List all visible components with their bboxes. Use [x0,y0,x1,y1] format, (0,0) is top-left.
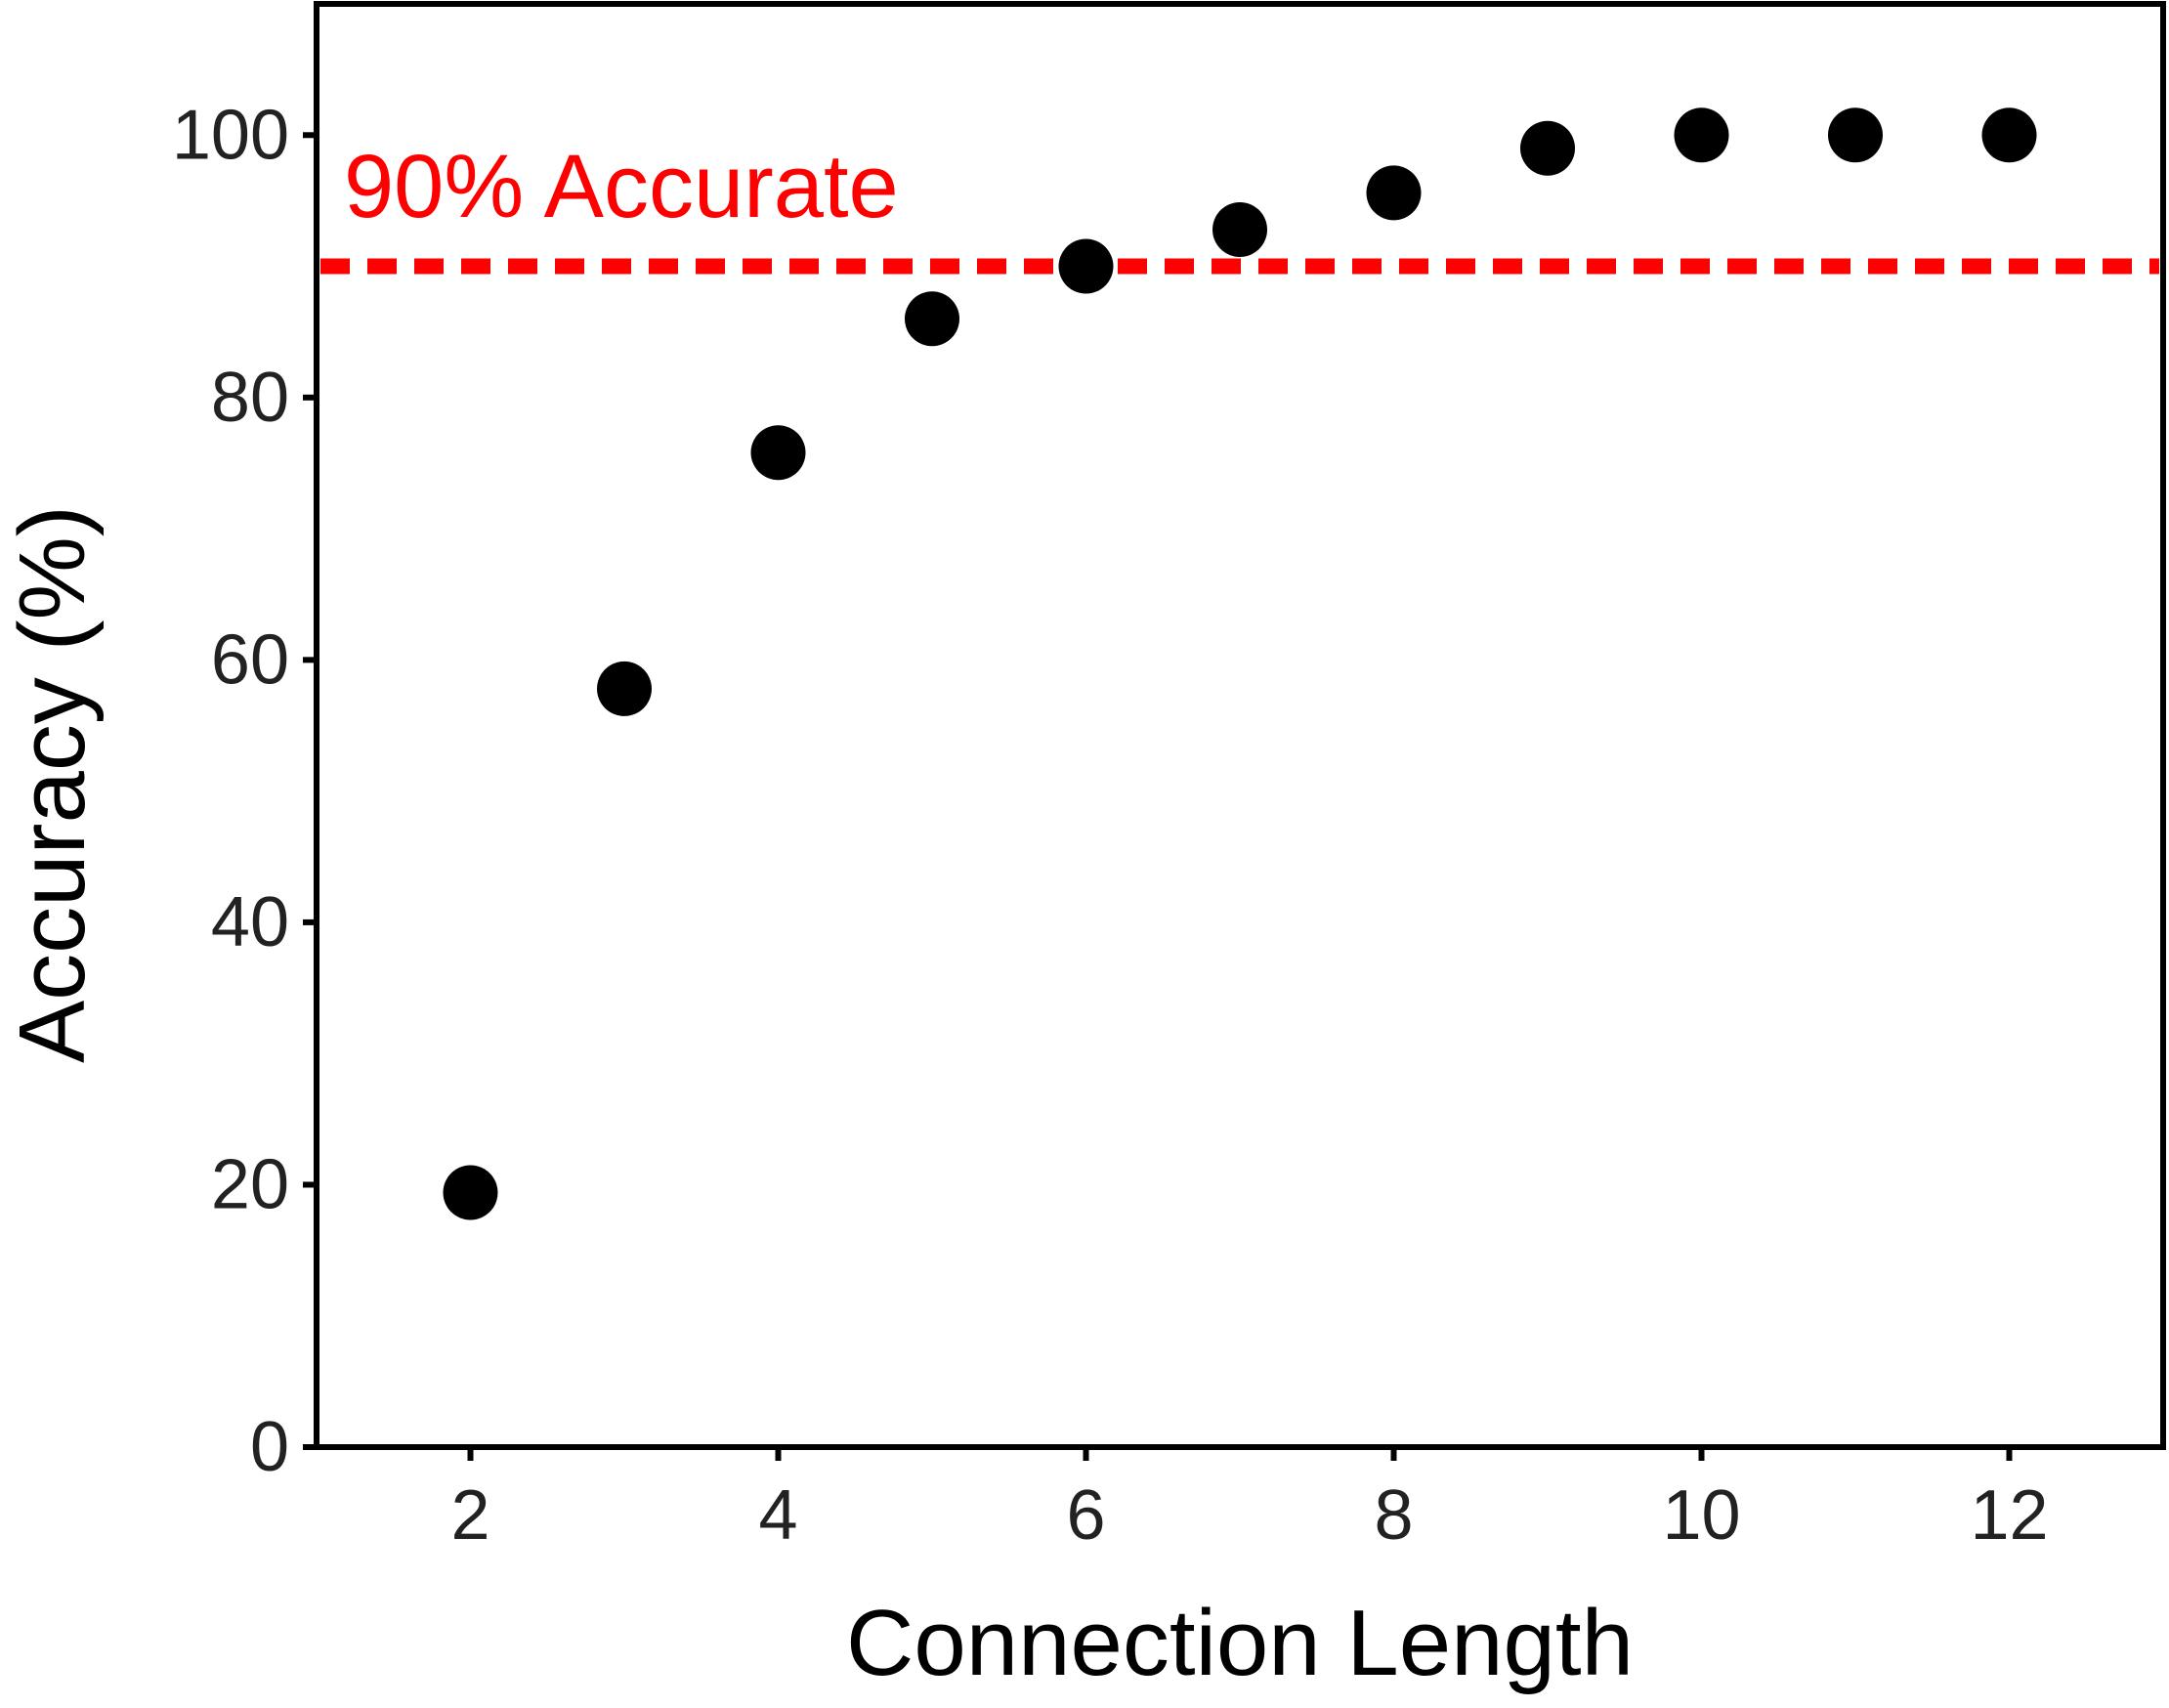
x-tick-label: 12 [1970,1476,2048,1555]
plot-frame [314,1,2166,1450]
reference-line-label: 90% Accurate [344,137,899,236]
x-tick-label: 4 [758,1476,797,1555]
y-tick-label: 0 [250,1408,289,1486]
data-point [443,1165,498,1220]
x-tick-label: 6 [1066,1476,1105,1555]
y-tick-label: 60 [211,620,289,699]
data-point [1212,201,1267,257]
data-point [1520,120,1575,176]
data-points [443,107,2037,1220]
data-point [1981,107,2037,163]
y-axis: 0 20 40 60 80 100 [172,96,317,1486]
y-axis-title: Accuracy (%) [0,505,105,1063]
data-point [597,661,652,716]
y-tick-label: 80 [211,359,289,437]
data-point [1674,107,1729,163]
data-point [1366,165,1422,221]
x-axis-title: Connection Length [846,1591,1634,1695]
data-point [750,425,806,481]
y-tick-label: 20 [211,1145,289,1223]
x-tick-label: 10 [1662,1476,1740,1555]
data-point [1828,107,1883,163]
y-tick-label: 100 [172,96,289,174]
x-tick-label: 8 [1374,1476,1413,1555]
x-tick-label: 2 [450,1476,489,1555]
data-point [1058,238,1114,294]
x-axis: 2 4 6 8 10 12 [450,1447,2049,1555]
data-point [905,291,959,347]
y-tick-label: 40 [211,883,289,961]
